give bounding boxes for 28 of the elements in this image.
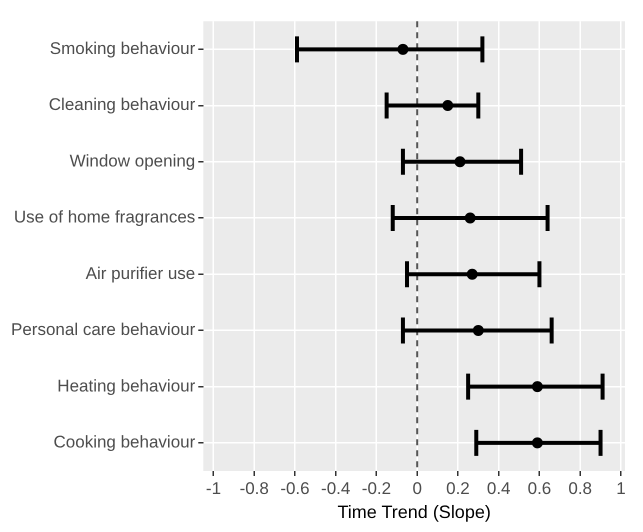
y-tick-label: Window opening [70,151,196,170]
x-tick-label: 0.2 [446,478,470,498]
x-tick-label: 0.6 [528,478,552,498]
x-axis-title: Time Trend (Slope) [337,502,491,522]
y-tick-label: Cooking behaviour [54,432,196,452]
y-tick-label: Personal care behaviour [10,320,196,340]
x-tick-label: 0.4 [486,478,511,498]
y-tick-label: Heating behaviour [57,376,196,396]
y-tick-label: Cleaning behaviour [48,95,196,114]
x-tick-label: -0.2 [362,478,392,498]
x-tick-label: 1 [616,478,626,498]
point [466,268,478,280]
x-tick-label: 0.8 [568,478,592,498]
point [454,156,466,168]
point [397,44,408,55]
y-tick-label: Smoking behaviour [50,39,196,58]
x-tick-label: -0.6 [280,478,310,498]
point [532,381,543,392]
point [532,437,543,448]
point [464,212,476,224]
x-tick-label: -1 [206,478,222,498]
y-tick-label: Air purifier use [86,264,196,283]
point [472,324,484,336]
x-tick-label: 0 [412,478,422,498]
y-tick-label: Use of home fragrances [14,208,196,227]
x-tick-label: -0.4 [321,478,350,498]
x-tick-label: -0.8 [240,478,269,498]
point [442,100,454,112]
